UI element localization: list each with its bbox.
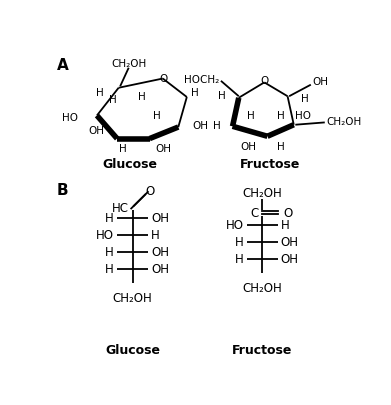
Text: H: H [105, 246, 114, 259]
Text: HO: HO [62, 113, 78, 123]
Text: H: H [213, 120, 221, 130]
Text: H: H [118, 143, 126, 153]
Text: O: O [145, 185, 154, 198]
Text: A: A [57, 58, 68, 73]
Text: B: B [57, 183, 68, 198]
Text: H: H [154, 111, 161, 121]
Text: OH: OH [281, 236, 299, 249]
Text: H: H [138, 92, 146, 102]
Text: H: H [301, 94, 308, 104]
Text: Fructose: Fructose [232, 343, 292, 356]
Text: H: H [191, 87, 199, 97]
Text: O: O [284, 207, 293, 220]
Text: CH₂OH: CH₂OH [242, 187, 282, 200]
Text: H: H [109, 95, 117, 105]
Text: H: H [246, 111, 254, 121]
Text: OH: OH [281, 253, 299, 266]
Text: OH: OH [151, 246, 169, 259]
Text: C: C [251, 207, 259, 220]
Text: Glucose: Glucose [103, 157, 158, 170]
Text: OH: OH [151, 262, 169, 275]
Text: Glucose: Glucose [105, 343, 160, 356]
Text: H: H [278, 111, 285, 121]
Text: H: H [281, 219, 289, 232]
Text: H: H [235, 253, 244, 266]
Text: OH: OH [151, 212, 169, 225]
Text: H: H [235, 236, 244, 249]
Text: OH: OH [312, 77, 328, 87]
Text: CH₂OH: CH₂OH [111, 59, 146, 69]
Text: HOCH₂: HOCH₂ [184, 75, 219, 84]
Text: CH₂OH: CH₂OH [242, 281, 282, 294]
Text: H: H [151, 229, 160, 242]
Text: CH₂OH: CH₂OH [326, 117, 362, 126]
Text: H: H [105, 262, 114, 275]
Text: H: H [96, 88, 104, 98]
Text: HO: HO [96, 229, 114, 242]
Text: OH: OH [156, 143, 172, 153]
Text: H: H [278, 142, 285, 152]
Text: HC: HC [112, 201, 129, 214]
Text: H: H [105, 212, 114, 225]
Text: OH: OH [89, 126, 105, 136]
Text: OH: OH [241, 142, 257, 152]
Text: Fructose: Fructose [240, 157, 300, 170]
Text: HO: HO [295, 111, 311, 121]
Text: HO: HO [225, 219, 244, 232]
Text: H: H [218, 91, 226, 101]
Text: O: O [260, 76, 269, 86]
Text: O: O [160, 74, 168, 83]
Text: CH₂OH: CH₂OH [113, 291, 152, 304]
Text: OH: OH [192, 120, 208, 130]
